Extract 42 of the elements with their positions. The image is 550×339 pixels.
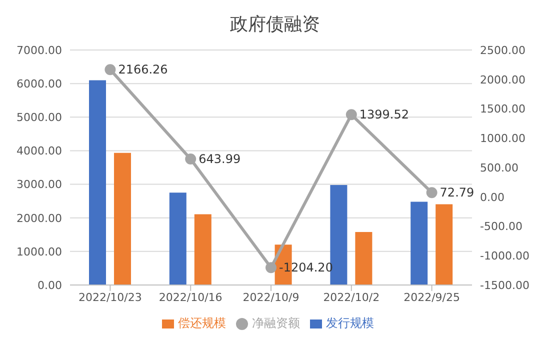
x-tick-label: 2022/10/2 (323, 290, 380, 304)
y2-tick-label: -500.00 (480, 220, 522, 234)
legend-label: 发行规模 (326, 316, 374, 330)
y2-tick-label: -1000.00 (480, 250, 530, 263)
bar (410, 202, 428, 285)
data-label: 643.99 (198, 152, 241, 166)
y-tick-label: 7000.00 (16, 44, 62, 57)
x-tick-label: 2022/10/16 (158, 290, 222, 304)
y-tick-label: 5000.00 (16, 111, 62, 124)
x-tick-label: 2022/9/25 (404, 290, 460, 304)
bar (355, 232, 372, 285)
data-label: 2166.26 (118, 62, 168, 77)
y-tick-label: 3000.00 (16, 178, 62, 192)
bar (169, 192, 186, 285)
y2-tick-label: 1000.00 (480, 132, 526, 146)
bar (114, 152, 131, 285)
bar (436, 204, 453, 285)
bar (194, 214, 212, 285)
legend-label: 偿还规模 (178, 316, 226, 330)
y2-tick-label: 2000.00 (480, 73, 526, 86)
x-tick-label: 2022/10/23 (78, 290, 142, 304)
data-label: 1399.52 (359, 108, 410, 122)
y-tick-label: 2000.00 (16, 212, 62, 225)
data-label: 72.79 (440, 186, 474, 200)
chart-title: 政府债融资 (229, 13, 321, 37)
y2-tick-label: 0.00 (480, 190, 504, 204)
y2-tick-label: 500.00 (480, 161, 518, 174)
point (104, 64, 116, 76)
y-tick-label: 0.00 (38, 278, 62, 292)
x-tick-label: 2022/10/9 (242, 290, 300, 304)
y2-tick-label: -1500.00 (480, 278, 530, 292)
point (185, 154, 196, 165)
legend-label: 净融资额 (252, 316, 300, 330)
y-tick-label: 4000.00 (16, 144, 62, 158)
y-tick-label: 1000.00 (16, 245, 62, 258)
point (346, 109, 357, 120)
point (426, 187, 438, 198)
y-tick-label: 6000.00 (16, 77, 62, 90)
y2-tick-label: 1500.00 (480, 102, 526, 116)
point (266, 262, 276, 274)
y2-tick-label: 2500.00 (480, 44, 526, 57)
bar (89, 80, 106, 285)
